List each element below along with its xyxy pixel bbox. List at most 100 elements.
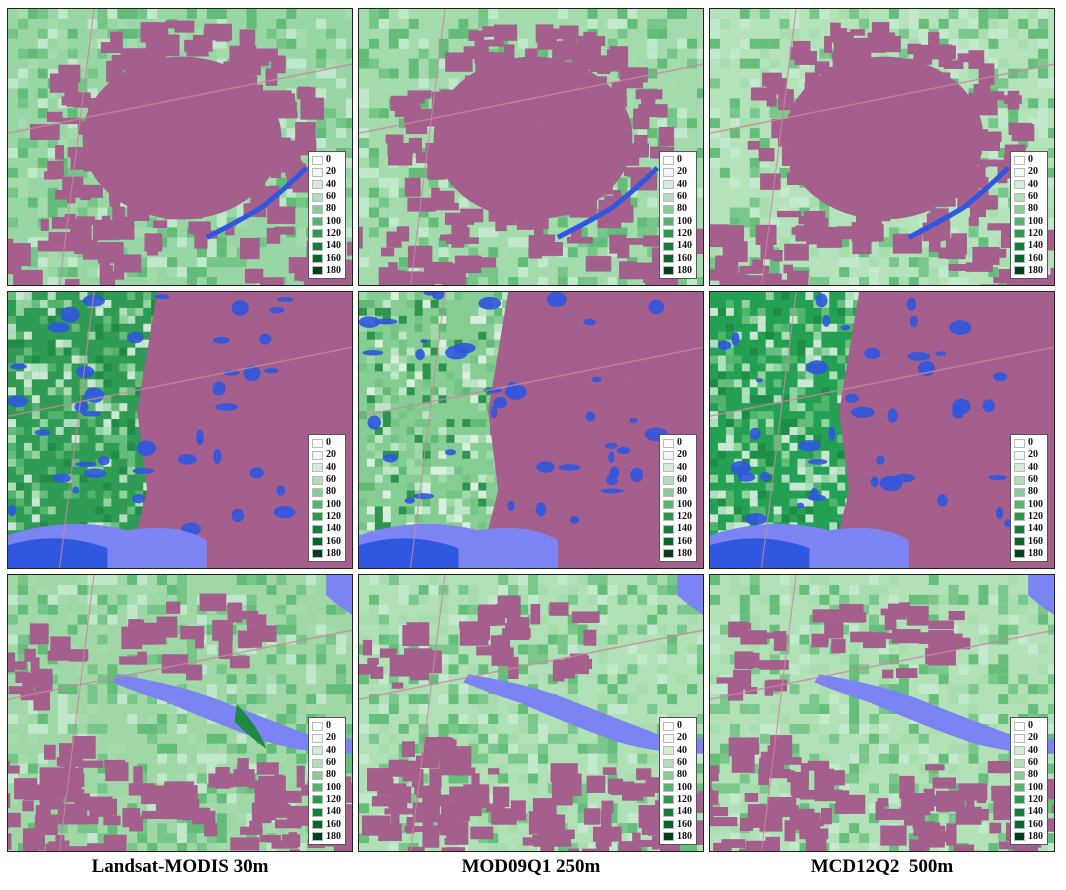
- legend-label: 120: [1028, 227, 1043, 239]
- legend-row: 20: [312, 449, 342, 461]
- legend: 0 20 40 60 80 100 120 140 160 180: [1010, 717, 1048, 845]
- legend-row: 100: [663, 782, 693, 794]
- legend-row: 0: [663, 720, 693, 732]
- legend-row: 60: [663, 191, 693, 203]
- legend-row: 180: [312, 548, 342, 560]
- legend-label: 120: [677, 510, 692, 522]
- legend-label: 40: [677, 744, 687, 756]
- legend-swatch: [1014, 795, 1025, 805]
- legend-swatch: [663, 820, 674, 830]
- legend-label: 40: [1028, 461, 1038, 473]
- legend-row: 140: [663, 240, 693, 252]
- legend-swatch: [312, 524, 323, 534]
- legend-row: 160: [312, 252, 342, 264]
- legend-swatch: [1014, 450, 1025, 460]
- legend-label: 160: [1028, 535, 1043, 547]
- legend-label: 0: [1028, 154, 1033, 166]
- legend-row: 120: [663, 228, 693, 240]
- legend-row: 0: [312, 720, 342, 732]
- legend-swatch: [1014, 733, 1025, 743]
- legend-label: 40: [1028, 744, 1038, 756]
- legend-row: 0: [663, 437, 693, 449]
- legend-row: 140: [1014, 240, 1044, 252]
- legend-label: 140: [1028, 240, 1043, 252]
- legend-row: 160: [1014, 818, 1044, 830]
- legend-label: 160: [677, 818, 692, 830]
- legend-row: 160: [312, 818, 342, 830]
- legend-label: 160: [677, 535, 692, 547]
- legend-row: 120: [312, 794, 342, 806]
- legend-swatch: [312, 167, 323, 177]
- legend-label: 160: [326, 252, 341, 264]
- legend-row: 0: [663, 154, 693, 166]
- column-label-landsat-modis: Landsat-MODIS 30m: [91, 856, 269, 877]
- legend-label: 160: [677, 252, 692, 264]
- legend-swatch: [312, 487, 323, 497]
- legend-row: 100: [312, 216, 342, 228]
- legend-label: 120: [1028, 793, 1043, 805]
- legend-row: 60: [312, 474, 342, 486]
- legend-swatch: [312, 204, 323, 214]
- legend-swatch: [1014, 266, 1025, 276]
- legend-label: 80: [1028, 203, 1038, 215]
- legend-label: 140: [326, 523, 341, 535]
- legend-row: 80: [312, 486, 342, 498]
- legend-label: 0: [326, 720, 331, 732]
- legend-swatch: [663, 450, 674, 460]
- legend-label: 160: [1028, 252, 1043, 264]
- legend: 0 20 40 60 80 100 120 140 160 180: [659, 717, 697, 845]
- legend-row: 60: [663, 474, 693, 486]
- legend-label: 60: [1028, 474, 1038, 486]
- legend-row: 40: [312, 462, 342, 474]
- legend-row: 160: [1014, 252, 1044, 264]
- legend-swatch: [312, 758, 323, 768]
- legend-row: 120: [312, 228, 342, 240]
- legend-swatch: [663, 266, 674, 276]
- legend-label: 140: [326, 240, 341, 252]
- legend-label: 60: [326, 474, 336, 486]
- map-image: [710, 575, 1054, 851]
- legend-swatch: [1014, 155, 1025, 165]
- legend-swatch: [1014, 217, 1025, 227]
- legend-row: 60: [312, 191, 342, 203]
- legend: 0 20 40 60 80 100 120 140 160 180: [659, 151, 697, 279]
- legend-label: 20: [1028, 732, 1038, 744]
- legend-swatch: [312, 155, 323, 165]
- legend-label: 180: [677, 830, 692, 842]
- legend-label: 120: [326, 510, 341, 522]
- legend-swatch: [663, 254, 674, 264]
- legend-label: 20: [677, 166, 687, 178]
- legend-swatch: [663, 746, 674, 756]
- legend-row: 0: [312, 154, 342, 166]
- legend-row: 100: [1014, 782, 1044, 794]
- legend-label: 100: [677, 215, 692, 227]
- legend-swatch: [663, 512, 674, 522]
- legend-swatch: [1014, 807, 1025, 817]
- map-image: [8, 9, 352, 285]
- legend-swatch: [312, 217, 323, 227]
- legend-swatch: [312, 783, 323, 793]
- legend-row: 40: [663, 179, 693, 191]
- legend-swatch: [1014, 192, 1025, 202]
- legend-row: 20: [312, 166, 342, 178]
- legend-label: 160: [326, 535, 341, 547]
- legend-label: 100: [677, 781, 692, 793]
- legend-swatch: [312, 438, 323, 448]
- legend-label: 80: [326, 486, 336, 498]
- legend-row: 80: [663, 486, 693, 498]
- legend-swatch: [312, 475, 323, 485]
- legend-label: 100: [1028, 781, 1043, 793]
- legend-label: 80: [326, 769, 336, 781]
- legend-row: 120: [1014, 228, 1044, 240]
- column-label-mod09q1: MOD09Q1 250m: [461, 856, 601, 877]
- legend-label: 180: [677, 264, 692, 276]
- legend-label: 120: [1028, 510, 1043, 522]
- legend-row: 40: [1014, 179, 1044, 191]
- legend-row: 60: [1014, 757, 1044, 769]
- legend-label: 60: [1028, 757, 1038, 769]
- legend-swatch: [1014, 512, 1025, 522]
- legend-label: 60: [326, 757, 336, 769]
- legend-row: 20: [1014, 166, 1044, 178]
- legend-label: 180: [677, 547, 692, 559]
- legend-swatch: [312, 180, 323, 190]
